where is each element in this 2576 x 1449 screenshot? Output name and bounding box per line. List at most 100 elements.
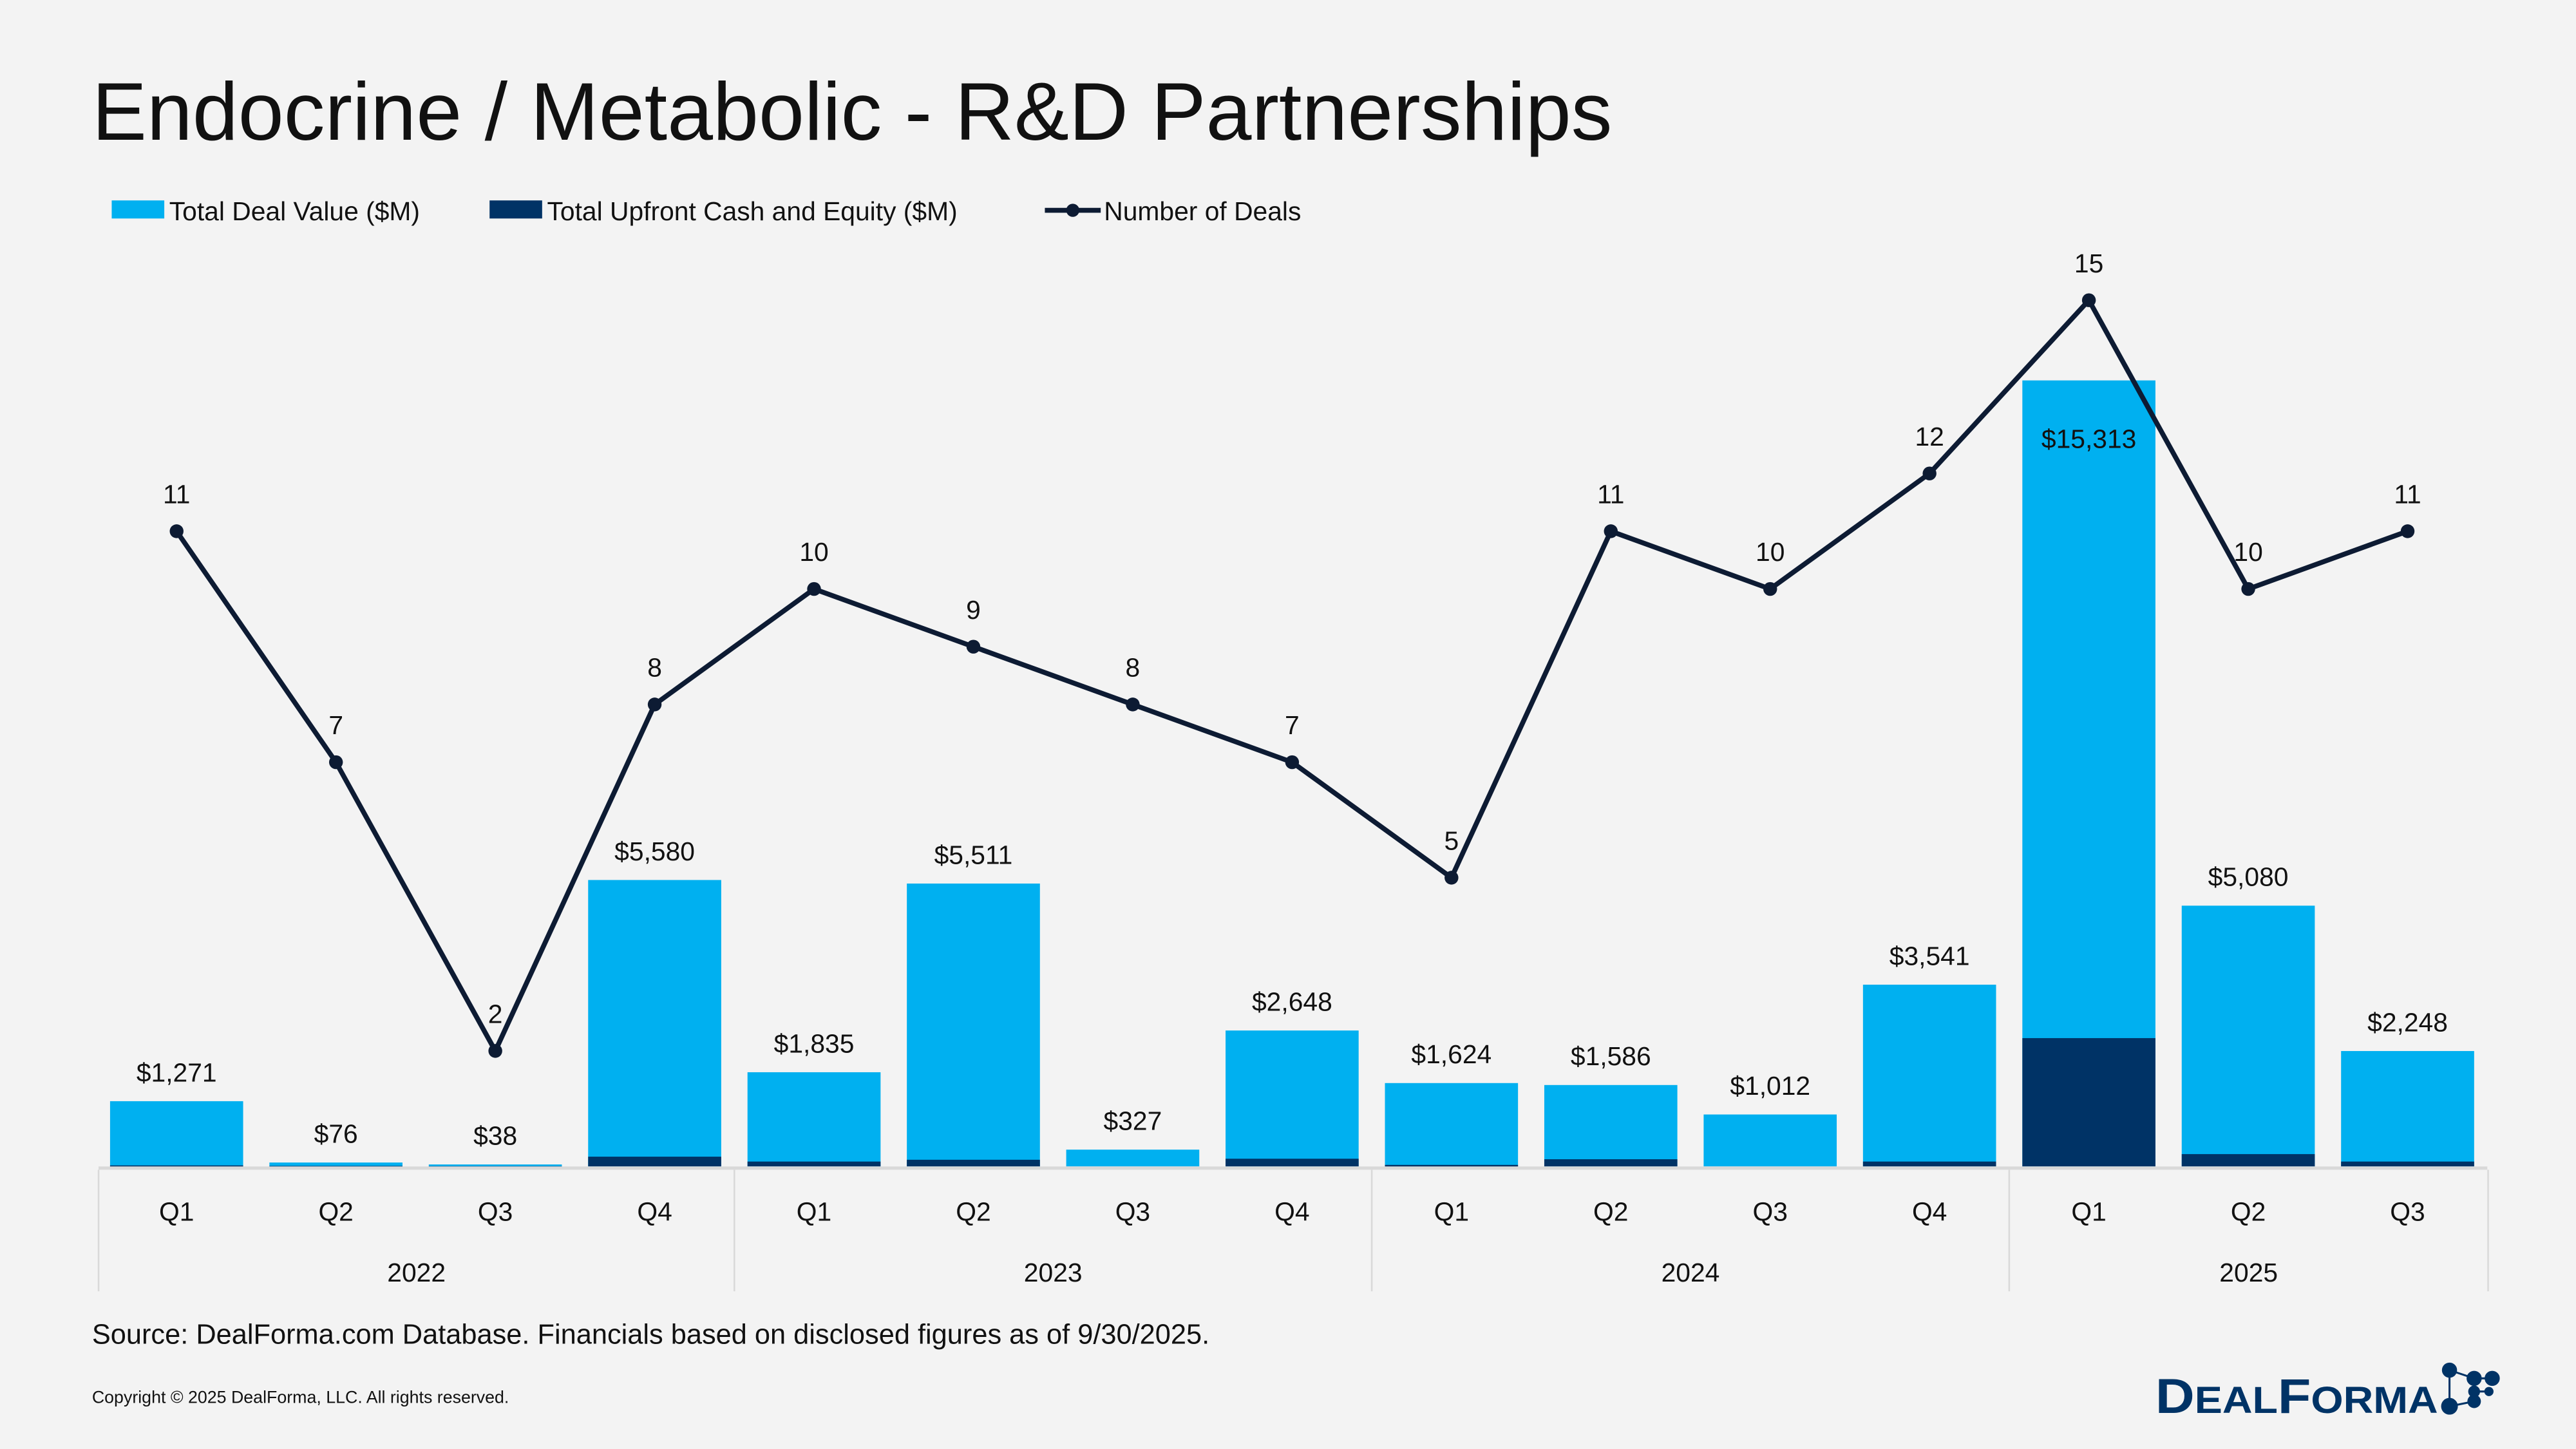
- bar-upfront: [2341, 1161, 2474, 1167]
- year-label: 2023: [1024, 1258, 1083, 1287]
- x-tick-label: Q4: [637, 1197, 672, 1226]
- bar-value-label: $2,248: [2367, 1007, 2448, 1037]
- line-marker-number-of-deals: [647, 697, 662, 712]
- bar-total-deal-value: [1066, 1150, 1200, 1167]
- line-value-label: 8: [647, 653, 662, 683]
- bar-value-label: $1,586: [1571, 1041, 1651, 1071]
- bar-value-label: $1,835: [774, 1028, 855, 1058]
- bar-value-label: $2,648: [1252, 987, 1332, 1017]
- line-value-label: 2: [488, 999, 503, 1029]
- legend-label-upfront: Total Upfront Cash and Equity ($M): [547, 196, 957, 226]
- line-marker-number-of-deals: [2400, 524, 2415, 538]
- dealforma-logo: D EAL F ORMA: [2155, 1362, 2500, 1424]
- line-value-label: 15: [2074, 249, 2103, 278]
- line-marker-number-of-deals: [1763, 582, 1777, 596]
- line-value-label: 10: [2233, 537, 2262, 567]
- legend-label-deals: Number of Deals: [1104, 196, 1301, 226]
- year-label: 2024: [1662, 1258, 1720, 1287]
- source-note: Source: DealForma.com Database. Financia…: [92, 1320, 1209, 1350]
- bar-total-deal-value: [2181, 905, 2315, 1167]
- bar-total-deal-value: [1226, 1030, 1359, 1167]
- line-marker-number-of-deals: [1126, 697, 1140, 712]
- plot-area: $1,271 $76 $38 $5,580 $1,835 $5,511 $327 $2,648…: [97, 249, 2489, 1292]
- bar-value-label: $327: [1104, 1106, 1162, 1136]
- legend-marker-deals: [1066, 204, 1080, 217]
- legend: Total Deal Value ($M) Total Upfront Cash…: [111, 196, 1301, 226]
- line-marker-number-of-deals: [2241, 582, 2255, 596]
- x-tick-label: Q3: [478, 1197, 513, 1226]
- bar-upfront: [747, 1161, 881, 1167]
- bar-total-deal-value: [2341, 1051, 2474, 1167]
- bar-value-label: $38: [473, 1121, 517, 1151]
- bar-upfront: [588, 1157, 721, 1167]
- line-marker-number-of-deals: [2081, 293, 2096, 307]
- line-value-label: 11: [1597, 480, 1624, 509]
- x-tick-label: Q3: [2390, 1197, 2425, 1226]
- line-marker-number-of-deals: [488, 1044, 502, 1058]
- bar-value-label: $76: [314, 1119, 358, 1149]
- bar-value-label: $3,541: [1889, 941, 1970, 971]
- bar-value-label: $1,012: [1730, 1071, 1810, 1101]
- bar-value-label: $15,313: [2041, 424, 2136, 453]
- line-value-label: 12: [1915, 422, 1944, 451]
- line-marker-number-of-deals: [807, 582, 821, 596]
- bar-value-label: $1,624: [1411, 1039, 1492, 1069]
- bar-total-deal-value: [269, 1162, 402, 1167]
- x-tick-label: Q4: [1274, 1197, 1309, 1226]
- x-tick-label: Q4: [1912, 1197, 1947, 1226]
- copyright: Copyright © 2025 DealForma, LLC. All rig…: [92, 1388, 509, 1407]
- line-value-label: 8: [1126, 653, 1141, 683]
- line-marker-number-of-deals: [1604, 524, 1618, 538]
- year-label: 2025: [2219, 1258, 2278, 1287]
- x-tick-label: Q1: [797, 1197, 831, 1226]
- x-tick-label: Q1: [1434, 1197, 1469, 1226]
- year-label: 2022: [387, 1258, 446, 1287]
- x-tick-label: Q3: [1753, 1197, 1788, 1226]
- bar-value-label: $1,271: [137, 1057, 217, 1087]
- bar-upfront: [2181, 1154, 2315, 1167]
- x-tick-label: Q1: [159, 1197, 194, 1226]
- bar-total-deal-value: [2022, 380, 2155, 1167]
- bar-value-label: $5,080: [2208, 862, 2289, 892]
- bar-value-label: $5,580: [614, 837, 695, 866]
- line-marker-number-of-deals: [1444, 871, 1459, 885]
- bar-total-deal-value: [428, 1164, 562, 1167]
- bar-upfront: [1862, 1161, 1996, 1167]
- line-value-label: 11: [163, 480, 190, 509]
- line-value-label: 7: [328, 710, 343, 740]
- legend-swatch-total-deal-value: [111, 200, 165, 219]
- bar-upfront: [1385, 1164, 1519, 1168]
- bar-total-deal-value: [1862, 984, 1996, 1167]
- bar-upfront: [2022, 1037, 2155, 1167]
- x-tick-label: Q2: [2231, 1197, 2266, 1226]
- x-tick-label: Q2: [318, 1197, 353, 1226]
- bar-upfront: [907, 1159, 1040, 1167]
- line-marker-number-of-deals: [1285, 755, 1300, 770]
- bar-upfront: [1226, 1159, 1359, 1167]
- line-value-label: 7: [1285, 710, 1300, 740]
- line-value-label: 10: [799, 537, 828, 567]
- line-marker-number-of-deals: [169, 524, 184, 538]
- line-value-label: 5: [1444, 826, 1459, 856]
- x-tick-label: Q2: [956, 1197, 990, 1226]
- x-tick-label: Q2: [1593, 1197, 1628, 1226]
- x-tick-label: Q1: [2071, 1197, 2106, 1226]
- legend-label-total-deal-value: Total Deal Value ($M): [169, 196, 420, 226]
- bar-upfront: [1544, 1159, 1678, 1167]
- x-tick-label: Q3: [1115, 1197, 1150, 1226]
- bar-total-deal-value: [1385, 1083, 1519, 1167]
- bar-total-deal-value: [747, 1072, 881, 1167]
- line-value-label: 11: [2394, 480, 2421, 509]
- page-title: Endocrine / Metabolic - R&D Partnerships: [92, 66, 1613, 158]
- line-marker-number-of-deals: [328, 755, 343, 770]
- bar-total-deal-value: [588, 880, 721, 1167]
- line-marker-number-of-deals: [966, 639, 981, 654]
- line-value-label: 10: [1756, 537, 1785, 567]
- bar-value-label: $5,511: [934, 840, 1013, 869]
- bar-total-deal-value: [109, 1101, 243, 1167]
- legend-swatch-upfront: [489, 200, 542, 219]
- line-value-label: 9: [966, 595, 981, 625]
- line-marker-number-of-deals: [1922, 466, 1937, 480]
